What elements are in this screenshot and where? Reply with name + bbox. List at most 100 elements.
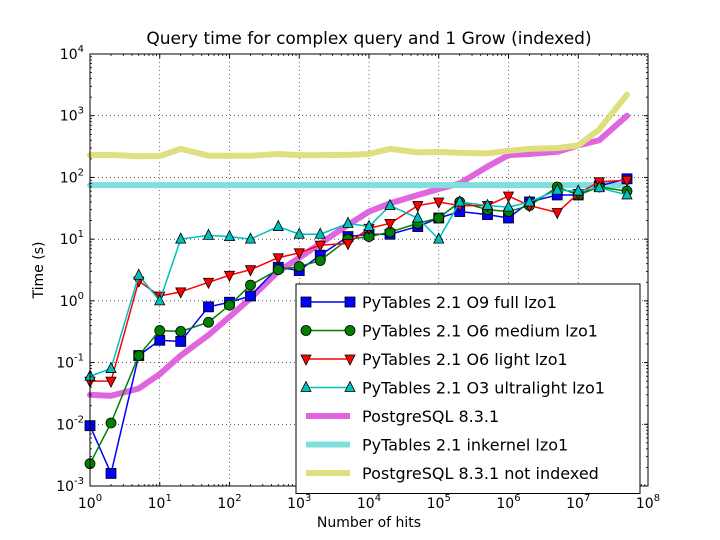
data-point xyxy=(593,180,605,193)
y-axis-title: Time (s) xyxy=(31,242,47,300)
x-tick-base: 10 xyxy=(496,496,514,512)
x-tick-label: 100 xyxy=(78,493,102,512)
y-tick-exponent: -3 xyxy=(74,476,84,487)
data-point xyxy=(154,325,166,336)
legend-entry: PyTables 2.1 O6 medium lzo1 xyxy=(300,322,598,341)
data-point xyxy=(621,175,633,188)
x-tick-base: 10 xyxy=(217,496,235,512)
y-tick-exponent: 2 xyxy=(78,167,84,178)
data-point xyxy=(314,255,326,266)
data-point xyxy=(433,197,445,209)
legend-entry: PyTables 2.1 O6 light lzo1 xyxy=(300,350,568,369)
series-line xyxy=(89,179,628,382)
data-point xyxy=(223,229,236,241)
y-tick-label: 102 xyxy=(60,167,84,186)
data-point xyxy=(572,184,584,196)
data-point xyxy=(293,227,305,239)
y-tick-base: 10 xyxy=(60,294,78,310)
legend-label: PyTables 2.1 inkernel lzo1 xyxy=(362,436,568,455)
data-point xyxy=(245,290,256,302)
x-tick-base: 10 xyxy=(566,496,584,512)
legend-entry: PyTables 2.1 O3 ultralight lzo1 xyxy=(300,379,605,398)
legend: PyTables 2.1 O9 full lzo1 PyTables 2.1 O6… xyxy=(295,283,641,494)
x-tick-base: 10 xyxy=(287,496,305,512)
data-point xyxy=(175,336,187,347)
data-point xyxy=(293,261,305,272)
y-tick-base: 10 xyxy=(56,479,74,495)
legend-marker xyxy=(344,296,356,308)
legend-entry: PostgreSQL 8.3.1 not indexed xyxy=(306,464,599,483)
x-tick-label: 107 xyxy=(566,493,590,512)
legend-label: PyTables 2.1 O6 medium lzo1 xyxy=(362,322,598,341)
x-tick-exponent: 1 xyxy=(165,493,171,504)
data-point xyxy=(384,198,396,210)
data-point xyxy=(224,299,235,311)
legend-label: PyTables 2.1 O3 ultralight lzo1 xyxy=(362,379,605,398)
data-point xyxy=(314,240,326,253)
data-point xyxy=(551,208,563,220)
data-point xyxy=(203,301,214,313)
data-point xyxy=(105,468,117,479)
data-point xyxy=(105,361,117,373)
data-point xyxy=(551,183,563,195)
legend-marker xyxy=(300,296,312,308)
x-tick-exponent: 7 xyxy=(584,493,590,504)
legend-label: PostgreSQL 8.3.1 not indexed xyxy=(362,464,599,483)
data-point xyxy=(433,212,445,224)
y-tick-base: 10 xyxy=(60,232,78,248)
data-point xyxy=(202,277,215,290)
legend-marker xyxy=(300,325,312,336)
x-tick-label: 103 xyxy=(287,493,311,512)
data-point xyxy=(621,188,633,200)
x-axis-title: Number of hits xyxy=(317,515,421,531)
y-tick-exponent: -1 xyxy=(74,353,84,364)
data-point xyxy=(502,200,515,212)
x-tick-exponent: 0 xyxy=(96,493,102,504)
legend-label: PyTables 2.1 O6 light lzo1 xyxy=(362,350,568,369)
data-point xyxy=(314,227,326,239)
data-point xyxy=(154,293,166,306)
series-line xyxy=(87,91,630,160)
data-point xyxy=(272,264,284,276)
chart-title: Query time for complex query and 1 Grow … xyxy=(146,29,591,49)
x-tick-base: 10 xyxy=(148,496,166,512)
data-point xyxy=(175,287,187,299)
x-tick-label: 104 xyxy=(357,493,381,512)
data-point xyxy=(105,417,117,429)
legend-entry: PyTables 2.1 inkernel lzo1 xyxy=(306,436,568,455)
y-tick-base: 10 xyxy=(56,417,74,433)
data-point xyxy=(502,191,515,203)
x-tick-exponent: 5 xyxy=(444,493,450,504)
series-line xyxy=(89,187,628,378)
x-tick-exponent: 2 xyxy=(235,493,241,504)
x-tick-base: 10 xyxy=(357,496,375,512)
x-tick-exponent: 3 xyxy=(305,493,311,504)
y-tick-exponent: 0 xyxy=(78,291,84,302)
y-tick-base: 10 xyxy=(60,109,78,125)
legend-label: PostgreSQL 8.3.1 xyxy=(362,407,499,426)
data-point xyxy=(244,265,257,277)
legend-marker xyxy=(300,354,312,366)
y-tick-label: 103 xyxy=(60,106,84,125)
x-tick-label: 106 xyxy=(496,493,520,512)
legend-marker xyxy=(344,354,356,366)
data-point xyxy=(272,219,284,231)
series-group xyxy=(84,180,633,381)
series-group xyxy=(87,91,630,160)
data-point xyxy=(154,334,166,346)
y-tick-label: 10-1 xyxy=(56,353,84,372)
x-tick-label: 108 xyxy=(636,493,660,512)
x-tick-label: 101 xyxy=(148,493,172,512)
data-point xyxy=(523,195,536,207)
data-point xyxy=(175,325,187,337)
data-point xyxy=(203,316,214,328)
x-tick-base: 10 xyxy=(636,496,654,512)
y-tick-label: 100 xyxy=(60,291,84,310)
data-point xyxy=(342,239,354,251)
data-point xyxy=(481,198,494,210)
data-point xyxy=(412,201,424,213)
data-point xyxy=(363,219,375,231)
data-point xyxy=(245,279,256,291)
data-point xyxy=(272,253,284,265)
